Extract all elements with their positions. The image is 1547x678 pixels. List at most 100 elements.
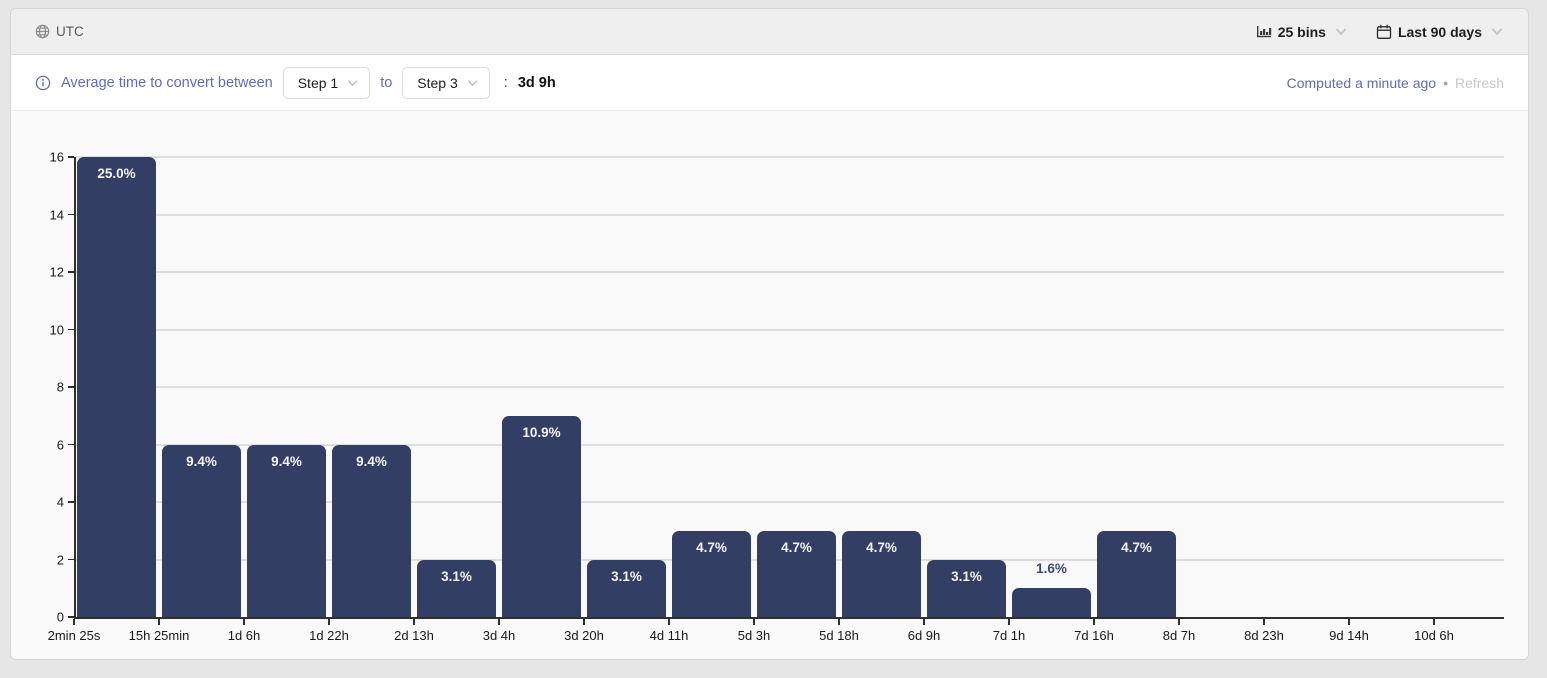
histogram-bar[interactable] [1097, 530, 1176, 617]
x-axis-tick-label: 7d 16h [1074, 628, 1114, 643]
gridline [74, 271, 1504, 273]
y-axis-tick [68, 328, 74, 331]
globe-icon [35, 24, 50, 39]
timezone-label: UTC [56, 24, 84, 39]
x-axis-tick [413, 618, 415, 625]
x-axis-tick [753, 618, 755, 625]
gridline [74, 443, 1504, 446]
bar-percentage-label: 3.1% [951, 568, 982, 584]
x-axis-tick-label: 3d 4h [482, 628, 516, 643]
gridline [74, 213, 1504, 216]
x-axis-tick-label: 8d 7h [1162, 628, 1196, 643]
x-axis-tick-label: 8d 23h [1244, 628, 1284, 643]
bar-percentage-label: 4.7% [866, 539, 897, 555]
chevron-down-icon [467, 79, 477, 86]
time-to-convert-histogram: 0 2 4 6 8 10 12 14 16 25.0% 9.4% 9.4% 9.4% 3.1% 10.9% 3… [11, 111, 1528, 659]
x-axis-tick-label: 5d 18h [819, 628, 859, 643]
x-axis-tick-label: 2d 13h [394, 628, 434, 643]
bar-percentage-label: 3.1% [441, 568, 472, 584]
to-step-value: Step 3 [417, 74, 458, 91]
y-axis-tick [68, 156, 74, 158]
histogram-bar[interactable] [1012, 588, 1091, 617]
x-axis-tick-label: 1d 22h [309, 628, 349, 643]
date-range-selector[interactable]: Last 90 days [1376, 24, 1504, 40]
x-axis-tick-label: 5d 3h [737, 628, 771, 643]
to-word: to [380, 74, 393, 91]
histogram-bar[interactable] [672, 530, 751, 617]
bar-percentage-label: 9.4% [186, 453, 217, 469]
x-axis-tick-label: 4d 11h [649, 628, 689, 643]
gridline [74, 328, 1504, 331]
x-axis-tick [1093, 618, 1095, 625]
info-icon[interactable] [35, 75, 51, 91]
x-axis-tick-label: 6d 9h [907, 628, 941, 643]
colon-separator: : [503, 74, 508, 91]
histogram-bar[interactable] [417, 559, 496, 617]
x-axis-tick [1433, 618, 1435, 625]
from-step-dropdown[interactable]: Step 1 [282, 66, 371, 99]
refresh-button[interactable]: Refresh [1454, 74, 1504, 91]
y-axis-tick-label: 12 [49, 264, 64, 280]
average-time-label: Average time to convert between [61, 74, 273, 91]
gridline [74, 501, 1504, 503]
histogram-bar[interactable] [162, 444, 241, 617]
y-axis-tick-label: 0 [56, 609, 64, 625]
y-axis-tick-label: 2 [56, 552, 64, 567]
x-axis-tick-label: 3d 20h [564, 628, 604, 643]
x-axis-tick [73, 618, 75, 625]
date-range-label: Last 90 days [1397, 23, 1482, 40]
x-axis-tick [838, 618, 840, 625]
histogram-bar[interactable] [77, 157, 156, 617]
bar-percentage-label: 1.6% [1036, 561, 1067, 577]
x-axis-tick [1348, 618, 1350, 625]
gridline [74, 386, 1504, 388]
y-axis-tick [68, 501, 74, 503]
histogram-bar[interactable] [502, 415, 581, 617]
chevron-down-icon [348, 79, 358, 86]
histogram-bar[interactable] [247, 444, 326, 617]
from-step-value: Step 1 [297, 74, 339, 91]
y-axis-tick-label: 10 [49, 322, 64, 337]
y-axis-tick [68, 443, 74, 446]
y-axis-line [74, 157, 76, 617]
bar-percentage-label: 25.0% [97, 166, 136, 181]
histogram-bar[interactable] [927, 559, 1006, 617]
bar-percentage-label: 3.1% [611, 568, 642, 584]
bins-label: 25 bins [1277, 23, 1326, 40]
chevron-down-icon [1490, 25, 1504, 38]
chart-toolbar: UTC 25 bins [11, 9, 1528, 55]
histogram-bar[interactable] [757, 530, 836, 617]
conversion-summary-bar: Average time to convert between Step 1 t… [11, 55, 1528, 111]
dot-separator: • [1443, 74, 1448, 91]
bar-percentage-label: 9.4% [356, 453, 387, 469]
bar-percentage-label: 10.9% [522, 424, 561, 440]
y-axis-tick [68, 616, 74, 618]
to-step-dropdown[interactable]: Step 3 [402, 66, 490, 99]
x-axis-tick-label: 1d 6h [227, 628, 261, 643]
x-axis-tick [1263, 618, 1265, 625]
x-axis-tick [243, 618, 245, 625]
average-conversion-time: 3d 9h [517, 74, 556, 91]
timezone-indicator[interactable]: UTC [35, 24, 84, 39]
x-axis-tick [158, 618, 160, 625]
bins-selector[interactable]: 25 bins [1256, 24, 1348, 40]
x-axis-tick [328, 618, 330, 625]
y-axis-tick-label: 14 [49, 207, 64, 222]
computed-status: Computed a minute ago [1286, 74, 1437, 91]
chevron-down-icon [1334, 25, 1348, 38]
x-axis-tick-label: 7d 1h [992, 628, 1026, 643]
y-axis-tick [68, 558, 74, 561]
histogram-bar[interactable] [332, 444, 411, 617]
x-axis-tick-label: 10d 6h [1414, 628, 1454, 643]
y-axis-tick [68, 271, 74, 273]
histogram-bar[interactable] [587, 559, 666, 617]
x-axis-tick-label: 2min 25s [47, 628, 101, 643]
x-axis-tick [923, 618, 925, 625]
x-axis-tick [583, 618, 585, 625]
x-axis-tick [1178, 618, 1180, 625]
histogram-bar[interactable] [842, 530, 921, 617]
calendar-icon [1376, 24, 1392, 40]
y-axis-tick-label: 6 [56, 437, 64, 452]
x-axis-line [74, 617, 1504, 619]
y-axis-tick [68, 386, 74, 388]
